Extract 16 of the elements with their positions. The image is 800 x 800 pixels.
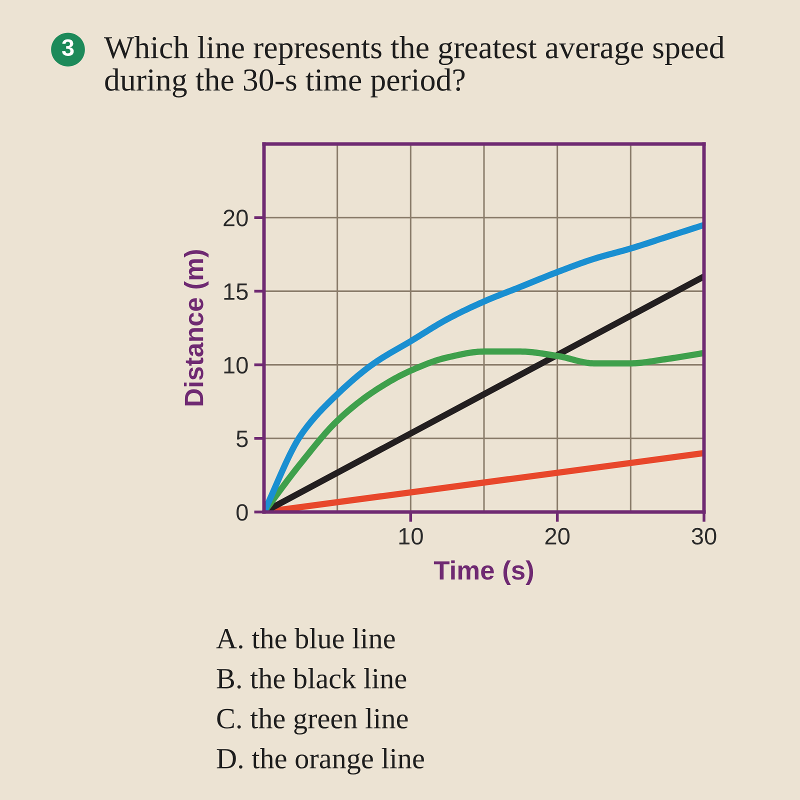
x-axis-title: Time (s) — [434, 560, 534, 585]
y-tick-label: 0 — [236, 504, 248, 521]
y-tick-label: 10 — [224, 356, 248, 374]
x-tick-label: 20 — [545, 528, 570, 545]
chart-title: Which line represents the greatest average speed during the 30-s time period? — [104, 36, 724, 98]
text: C. the green line — [217, 708, 408, 735]
y-tick-label: 5 — [236, 430, 248, 448]
text: A. the blue line — [216, 628, 395, 649]
y-axis-title: Distance (m) — [184, 250, 209, 406]
y-tick-label: 15 — [224, 284, 248, 300]
x-tick-label: 30 — [692, 528, 716, 545]
y-tick-label: 20 — [224, 210, 248, 226]
x-tick-label: 10 — [399, 528, 423, 545]
text: B. the black line — [216, 668, 406, 689]
text: 3 — [62, 39, 74, 56]
text: D. the orange line — [216, 748, 424, 775]
